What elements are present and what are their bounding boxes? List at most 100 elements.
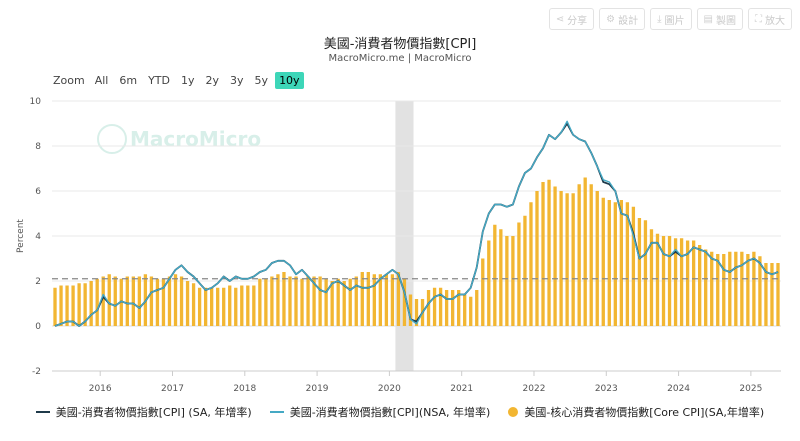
zoom-10y-button[interactable]: 10y [275, 72, 304, 89]
zoom-ytd-button[interactable]: YTD [148, 74, 170, 87]
core-cpi-bar [125, 276, 129, 326]
y-tick-label: 8 [35, 142, 41, 152]
core-cpi-bar [390, 274, 395, 326]
zoom-3y-button[interactable]: 3y [230, 74, 244, 87]
x-tick-label: 2024 [667, 384, 690, 394]
core-cpi-bar [408, 294, 413, 326]
core-cpi-bar [481, 258, 485, 326]
zoom-2y-button[interactable]: 2y [205, 74, 220, 87]
core-cpi-bar [378, 274, 383, 326]
core-cpi-bar [535, 191, 539, 326]
core-cpi-bar [77, 283, 81, 326]
core-cpi-bar [300, 278, 304, 326]
core-cpi-bar [667, 236, 672, 326]
core-cpi-bar [710, 251, 714, 326]
core-cpi-bar [728, 251, 732, 326]
core-cpi-bar [722, 254, 726, 326]
core-cpi-bar [53, 287, 57, 326]
core-cpi-bar [511, 236, 515, 326]
toolbar-button-label: 設計 [618, 15, 639, 27]
x-tick-label: 2019 [306, 384, 329, 394]
x-tick-label: 2021 [450, 384, 473, 394]
legend-item[interactable]: 美國-消費者物價指數[CPI](NSA, 年增率) [269, 404, 491, 420]
share-icon: ⋖ [555, 13, 565, 25]
core-cpi-bar [210, 287, 214, 326]
core-cpi-bar [426, 290, 431, 326]
x-tick-label: 2020 [378, 384, 401, 394]
core-cpi-bar [698, 245, 702, 326]
core-cpi-bar [197, 287, 202, 326]
expand-icon: ⛶ [755, 13, 762, 25]
core-cpi-bar [450, 290, 455, 326]
core-cpi-bar [179, 276, 184, 326]
core-cpi-bar [366, 272, 370, 326]
core-cpi-bar [264, 278, 268, 326]
core-cpi-bar [414, 299, 419, 326]
core-cpi-bar [59, 285, 63, 326]
core-cpi-bar [282, 272, 286, 326]
core-cpi-bar [113, 276, 117, 326]
core-cpi-bar [770, 263, 774, 326]
core-cpi-bar [583, 177, 587, 326]
core-cpi-bar [222, 287, 226, 326]
core-cpi-bar [752, 251, 756, 326]
core-cpi-bar [704, 249, 708, 326]
download-button[interactable]: ⤓ 圖片 [650, 8, 692, 30]
share-button[interactable]: ⋖ 分享 [548, 8, 595, 30]
download-icon: ⤓ [657, 13, 662, 25]
legend-item[interactable]: 美國-消費者物價指數[CPI] (SA, 年增率) [35, 404, 252, 420]
core-cpi-bar [318, 276, 322, 326]
core-cpi-bar [330, 281, 334, 326]
core-cpi-bar [541, 182, 545, 326]
cpi-chart: MacroMicro -2 0 2 4 6 8 10 Percent 2016 2017 2018 20… [16, 97, 781, 394]
core-cpi-bar [734, 251, 738, 326]
core-cpi-bar [661, 236, 666, 326]
watermark-logo-icon [97, 124, 127, 154]
core-cpi-bar [758, 256, 762, 326]
zoom-6m-button[interactable]: 6m [119, 74, 138, 87]
core-cpi-bar [203, 287, 208, 326]
core-cpi-bar [499, 229, 503, 326]
core-cpi-bar [336, 278, 340, 326]
core-cpi-bar [764, 263, 768, 326]
x-tick-label: 2023 [595, 384, 618, 394]
table-button[interactable]: ▤ 製圖 [696, 8, 743, 30]
core-cpi-bar [740, 251, 744, 326]
zoom-1y-button[interactable]: 1y [181, 74, 195, 87]
core-cpi-bar [523, 215, 527, 326]
zoom-all-button[interactable]: All [94, 74, 109, 87]
core-cpi-bar [619, 200, 623, 326]
x-tick-label: 2016 [89, 384, 112, 394]
core-cpi-bars [53, 177, 780, 326]
toolbar-button-label: 製圖 [716, 15, 736, 27]
settings-button[interactable]: ⚙ 設計 [599, 8, 646, 30]
x-tick-label: 2022 [523, 384, 546, 394]
zoom-5y-button[interactable]: 5y [254, 74, 269, 87]
core-cpi-bar [691, 240, 696, 326]
toolbar-button-label: 圖片 [664, 15, 685, 27]
core-cpi-bar [547, 179, 551, 326]
zoom-label: Zoom [53, 74, 85, 87]
core-cpi-bar [258, 278, 262, 326]
core-cpi-bar [529, 202, 533, 326]
core-cpi-bar [487, 240, 491, 326]
legend-label: 美國-消費者物價指數[CPI](NSA, 年增率) [289, 406, 491, 419]
core-cpi-bar [679, 238, 684, 326]
core-cpi-bar [372, 274, 376, 326]
core-cpi-bar [137, 276, 142, 326]
legend-label: 美國-消費者物價指數[CPI] (SA, 年增率) [55, 406, 252, 419]
y-tick-label: 0 [35, 322, 41, 332]
core-cpi-bar [384, 274, 389, 326]
core-cpi-bar [559, 191, 563, 326]
x-tick-label: 2017 [161, 384, 184, 394]
core-cpi-bar [252, 285, 256, 326]
core-cpi-bar [475, 290, 479, 326]
core-cpi-bar [469, 296, 473, 326]
expand-button[interactable]: ⛶ 放大 [748, 8, 792, 30]
legend-item[interactable]: 美國-核心消費者物價指數[Core CPI](SA,年增率) [508, 404, 764, 420]
core-cpi-bar [438, 287, 443, 326]
core-cpi-bar [155, 278, 160, 326]
core-cpi-bar [655, 233, 660, 326]
core-cpi-bar [149, 276, 154, 326]
legend-line-icon [269, 411, 284, 413]
